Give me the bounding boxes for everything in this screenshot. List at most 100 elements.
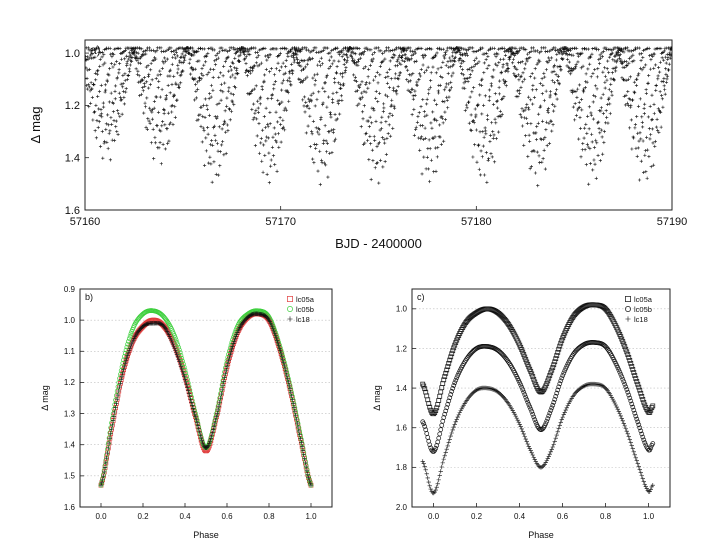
data-point — [485, 66, 489, 70]
data-point — [433, 135, 437, 139]
data-point — [383, 57, 387, 61]
data-point — [432, 98, 437, 102]
data-point — [656, 77, 660, 81]
data-point-lc18 — [543, 460, 548, 465]
data-point-lc05a — [549, 367, 555, 373]
data-point — [552, 69, 556, 73]
data-point — [474, 56, 478, 60]
data-point — [554, 58, 558, 62]
data-point — [323, 124, 327, 128]
data-point — [580, 51, 584, 55]
data-point — [338, 112, 342, 116]
data-point — [598, 131, 602, 135]
data-point — [421, 97, 425, 102]
data-point — [508, 55, 512, 60]
data-point — [287, 76, 291, 80]
data-point — [274, 110, 278, 114]
legend-marker-lc05b — [287, 306, 293, 312]
data-point — [122, 102, 127, 106]
data-point — [197, 59, 201, 63]
data-point — [446, 60, 450, 64]
data-point — [335, 46, 340, 50]
data-point — [389, 77, 393, 81]
data-point — [209, 83, 214, 88]
legend-label-lc05a: lc05a — [296, 295, 315, 304]
data-point-lc05a — [437, 393, 443, 399]
data-point — [491, 75, 495, 79]
data-point — [636, 104, 641, 108]
data-point — [242, 46, 246, 51]
data-point-lc05b — [555, 387, 561, 393]
data-point-lc18 — [610, 396, 615, 402]
data-point — [113, 97, 117, 101]
data-point — [646, 148, 650, 152]
data-point — [226, 50, 230, 54]
data-point — [201, 103, 206, 107]
data-point-lc05b — [174, 340, 180, 345]
data-point — [371, 107, 376, 111]
data-point — [412, 52, 416, 56]
data-point — [344, 65, 348, 70]
data-point — [117, 67, 121, 72]
data-point — [121, 85, 125, 89]
data-point — [263, 125, 267, 130]
data-point-lc18 — [420, 459, 425, 464]
data-point — [589, 113, 594, 117]
data-point-lc18 — [492, 387, 497, 393]
data-point — [217, 75, 221, 79]
data-point — [324, 163, 328, 167]
data-point — [299, 64, 303, 68]
data-point — [166, 111, 171, 115]
data-point-lc18 — [491, 387, 496, 392]
data-point — [181, 60, 186, 65]
data-point — [255, 55, 259, 60]
data-point — [433, 117, 437, 121]
data-point — [548, 58, 552, 62]
data-point — [280, 88, 284, 92]
data-point-lc18 — [184, 382, 189, 387]
data-point — [363, 65, 368, 69]
data-point — [443, 110, 447, 114]
data-point — [378, 73, 382, 77]
data-point-lc05b — [621, 379, 627, 385]
data-point — [160, 66, 164, 71]
data-point — [283, 71, 288, 75]
data-point — [257, 48, 261, 52]
data-point-lc05b — [452, 380, 458, 386]
data-point — [119, 82, 123, 86]
data-point — [299, 68, 304, 73]
data-point-lc18 — [497, 391, 502, 396]
data-point-lc05a — [558, 340, 564, 346]
data-point — [527, 133, 531, 137]
data-point — [256, 64, 260, 68]
data-point-lc18 — [233, 334, 239, 339]
data-point — [650, 127, 655, 131]
data-point — [329, 115, 333, 119]
data-point — [605, 102, 610, 107]
data-point — [219, 98, 223, 102]
data-point — [442, 100, 446, 104]
data-point — [445, 95, 449, 99]
data-point — [333, 47, 337, 51]
data-point — [115, 109, 120, 113]
data-point — [214, 58, 219, 62]
data-point — [448, 65, 452, 69]
data-point — [591, 71, 595, 76]
data-point — [94, 103, 98, 107]
data-point — [415, 120, 420, 124]
data-point — [543, 46, 547, 50]
data-point-lc18 — [457, 410, 462, 415]
data-point-lc05b — [527, 404, 533, 410]
data-point — [202, 163, 207, 168]
data-point — [650, 118, 654, 122]
data-point — [597, 126, 601, 131]
data-point-lc05b — [424, 431, 430, 436]
data-point — [304, 100, 308, 104]
data-point — [269, 47, 273, 51]
data-point-lc05a — [449, 351, 455, 357]
data-point — [518, 91, 522, 96]
data-point — [201, 74, 205, 78]
data-point-lc05a — [620, 339, 626, 344]
data-point — [421, 56, 426, 60]
